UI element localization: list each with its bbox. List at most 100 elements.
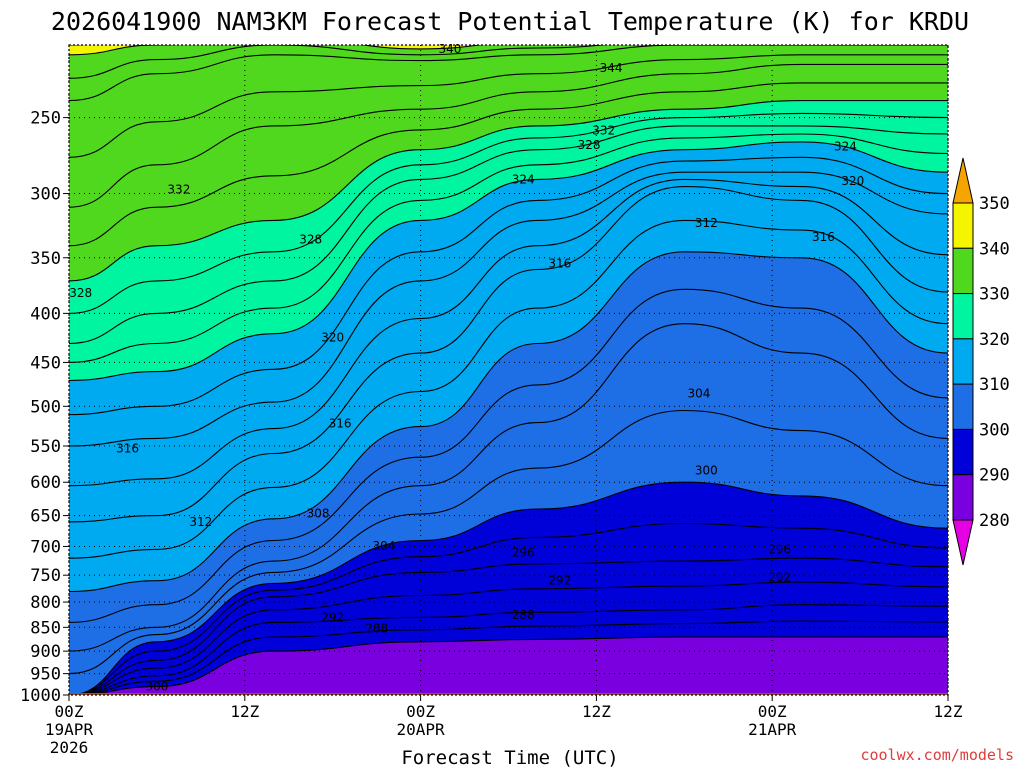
xtick-label: 12Z xyxy=(230,702,259,721)
ground-surface xyxy=(69,693,948,695)
band-cold-pocket xyxy=(845,669,948,695)
colorbar-segment xyxy=(952,202,974,249)
colorbar-tick: 300 xyxy=(979,420,1010,440)
contour-label: 304 xyxy=(373,539,396,553)
contour-label: 296 xyxy=(512,545,535,559)
contour-label: 316 xyxy=(812,230,835,244)
theta-bands xyxy=(69,45,948,695)
contour-label: 316 xyxy=(116,441,139,455)
xtick-label: 00Z xyxy=(55,702,84,721)
isentrope-320 xyxy=(69,141,948,382)
ytick-label: 700 xyxy=(30,537,61,557)
ytick-label: 500 xyxy=(30,397,61,417)
colorbar-tick: 320 xyxy=(979,330,1010,350)
contour-label: 304 xyxy=(687,387,710,401)
contour-label: 288 xyxy=(512,608,535,622)
xtick-date: 19APR xyxy=(45,720,94,739)
colorbar-cap-bottom xyxy=(952,519,974,566)
colorbar-segment xyxy=(952,338,974,385)
contour-label: 308 xyxy=(307,507,330,521)
contour-label: 292 xyxy=(548,574,571,588)
ytick-label: 900 xyxy=(30,642,61,662)
plot-frame xyxy=(68,44,949,696)
ytick-label: 350 xyxy=(30,249,61,269)
xtick-label: 12Z xyxy=(934,702,963,721)
ytick-label: 850 xyxy=(30,618,61,638)
ytick-label: 400 xyxy=(30,304,61,324)
isentrope-324 xyxy=(69,125,948,345)
ytick-label: 650 xyxy=(30,507,61,527)
chart-title: 2026041900 NAM3KM Forecast Potential Tem… xyxy=(51,7,969,36)
colorbar-tick: 280 xyxy=(979,511,1010,531)
isentrope-300 xyxy=(69,481,948,695)
isentrope-314 xyxy=(69,178,948,487)
isentrope-306 xyxy=(69,288,948,623)
colorbar-tick: 350 xyxy=(979,194,1010,214)
band-288 xyxy=(69,637,948,695)
isentrope-332 xyxy=(69,63,948,208)
isentrope-292 xyxy=(69,604,948,695)
isentrope-288 xyxy=(69,636,948,695)
isentrope-326 xyxy=(69,112,948,314)
colorbar: 280 290 300 310 320 330 340 350 xyxy=(952,157,1010,566)
isentrope-338 xyxy=(69,45,607,79)
contour-label: 324 xyxy=(834,140,857,154)
contour-label: 296 xyxy=(768,542,791,556)
colorbar-segment xyxy=(952,428,974,476)
isentrope-310 xyxy=(69,219,948,559)
isentrope-318 xyxy=(69,156,948,416)
x-axis-label: Forecast Time (UTC) xyxy=(401,747,618,768)
contour-label: 300 xyxy=(695,463,718,477)
contour-label: 324 xyxy=(512,172,535,186)
colorbar-cap-top xyxy=(952,157,974,204)
colorbar-tick: 290 xyxy=(979,466,1010,486)
ytick-label: 600 xyxy=(30,473,61,493)
colorbar-segment xyxy=(952,247,974,295)
isentrope-304 xyxy=(69,323,948,652)
isentrope-302 xyxy=(69,409,948,675)
ytick-label: 950 xyxy=(30,665,61,685)
xtick-year: 2026 xyxy=(50,738,89,757)
isentrope-308 xyxy=(69,251,948,593)
isentrope-316 xyxy=(69,171,948,447)
isentrope-298 xyxy=(69,522,948,695)
contour-label: 344 xyxy=(600,61,623,75)
ytick-label: 250 xyxy=(30,109,61,129)
contour-label: 328 xyxy=(578,138,601,152)
contour-label: 316 xyxy=(548,257,571,271)
contour-label: 332 xyxy=(167,182,190,196)
isentrope-336 xyxy=(69,45,948,102)
contour-label: 316 xyxy=(329,416,352,430)
xtick-label: 00Z xyxy=(758,702,787,721)
isentrope-330 xyxy=(69,82,948,247)
isentrope-lines xyxy=(69,45,948,695)
isentrope-322 xyxy=(69,133,948,363)
colorbar-segment xyxy=(952,383,974,430)
contour-labels: 3403443323283243243203323283123163163283… xyxy=(69,42,864,694)
colorbar-segment xyxy=(952,474,974,521)
contour-label: 300 xyxy=(145,680,168,694)
isentrope-290 xyxy=(69,620,948,695)
contour-label: 292 xyxy=(768,570,791,584)
colorbar-tick: 330 xyxy=(979,285,1010,305)
contour-label: 328 xyxy=(299,233,322,247)
isentrope-312 xyxy=(69,186,948,523)
ytick-label: 1000 xyxy=(20,686,61,706)
isentrope-328 xyxy=(69,100,948,282)
contour-label: 312 xyxy=(189,515,212,529)
contour-label: 320 xyxy=(321,331,344,345)
contour-label: 340 xyxy=(438,42,461,56)
isentrope-334 xyxy=(69,54,948,158)
xtick-label: 00Z xyxy=(406,702,435,721)
contour-label: 332 xyxy=(592,124,615,138)
xtick-date: 20APR xyxy=(397,720,446,739)
contour-label: 328 xyxy=(69,286,92,300)
isentrope-294 xyxy=(69,581,948,695)
ytick-label: 550 xyxy=(30,437,61,457)
contour-label: 320 xyxy=(841,174,864,188)
colorbar-tick: 340 xyxy=(979,239,1010,259)
xtick-label: 12Z xyxy=(582,702,611,721)
credit-text: coolwx.com/models xyxy=(860,746,1014,764)
